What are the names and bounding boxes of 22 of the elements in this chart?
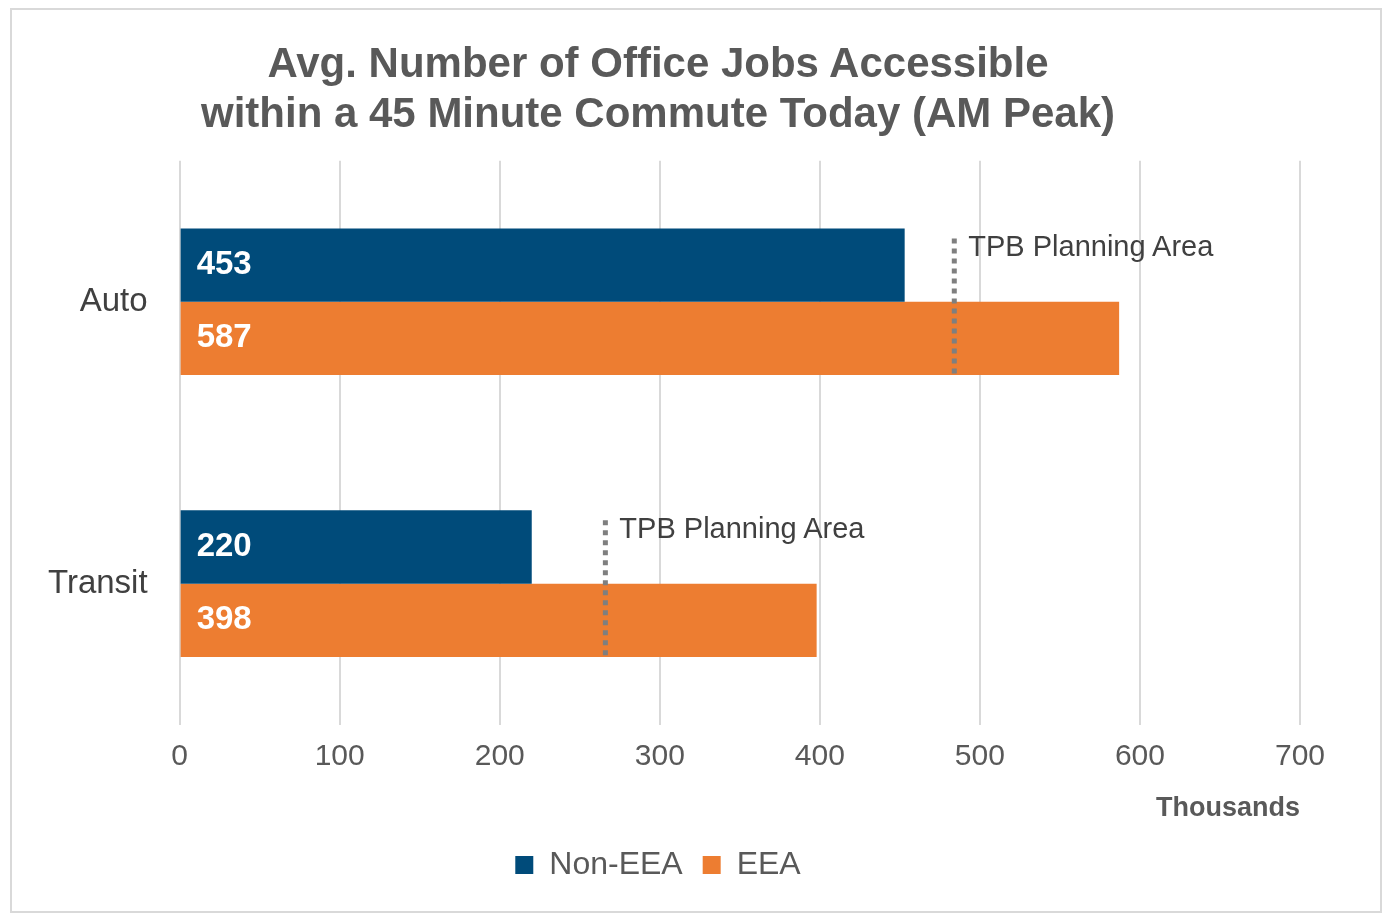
data-label: 453 xyxy=(196,244,252,282)
x-axis-title: Thousands xyxy=(1155,792,1300,823)
x-tick-label: 200 xyxy=(474,737,525,771)
annotation: TPB Planning Area xyxy=(968,230,1215,263)
legend-label: Non-EEA xyxy=(549,844,684,881)
annotation: TPB Planning Area xyxy=(619,512,866,545)
x-tick-label: 100 xyxy=(314,737,365,771)
data-label: 220 xyxy=(196,526,252,564)
x-tick-label: 300 xyxy=(634,737,685,771)
legend-label: EEA xyxy=(736,844,802,881)
y-tick-label: Transit xyxy=(47,562,148,600)
x-tick-label: 700 xyxy=(1274,737,1326,771)
data-label: 398 xyxy=(196,599,252,637)
bar xyxy=(180,228,905,302)
x-tick-label: 500 xyxy=(954,737,1005,771)
x-tick-label: 600 xyxy=(1114,737,1165,771)
chart-title: Avg. Number of Office Jobs Accessible within a 45 Minute Commute Today (AM Peak) xyxy=(200,38,1115,137)
x-tick-label: 0 xyxy=(171,737,188,771)
data-label: 587 xyxy=(196,317,252,355)
bar xyxy=(180,510,532,584)
x-tick-label: 400 xyxy=(794,737,845,771)
y-tick-label: Auto xyxy=(79,280,148,318)
